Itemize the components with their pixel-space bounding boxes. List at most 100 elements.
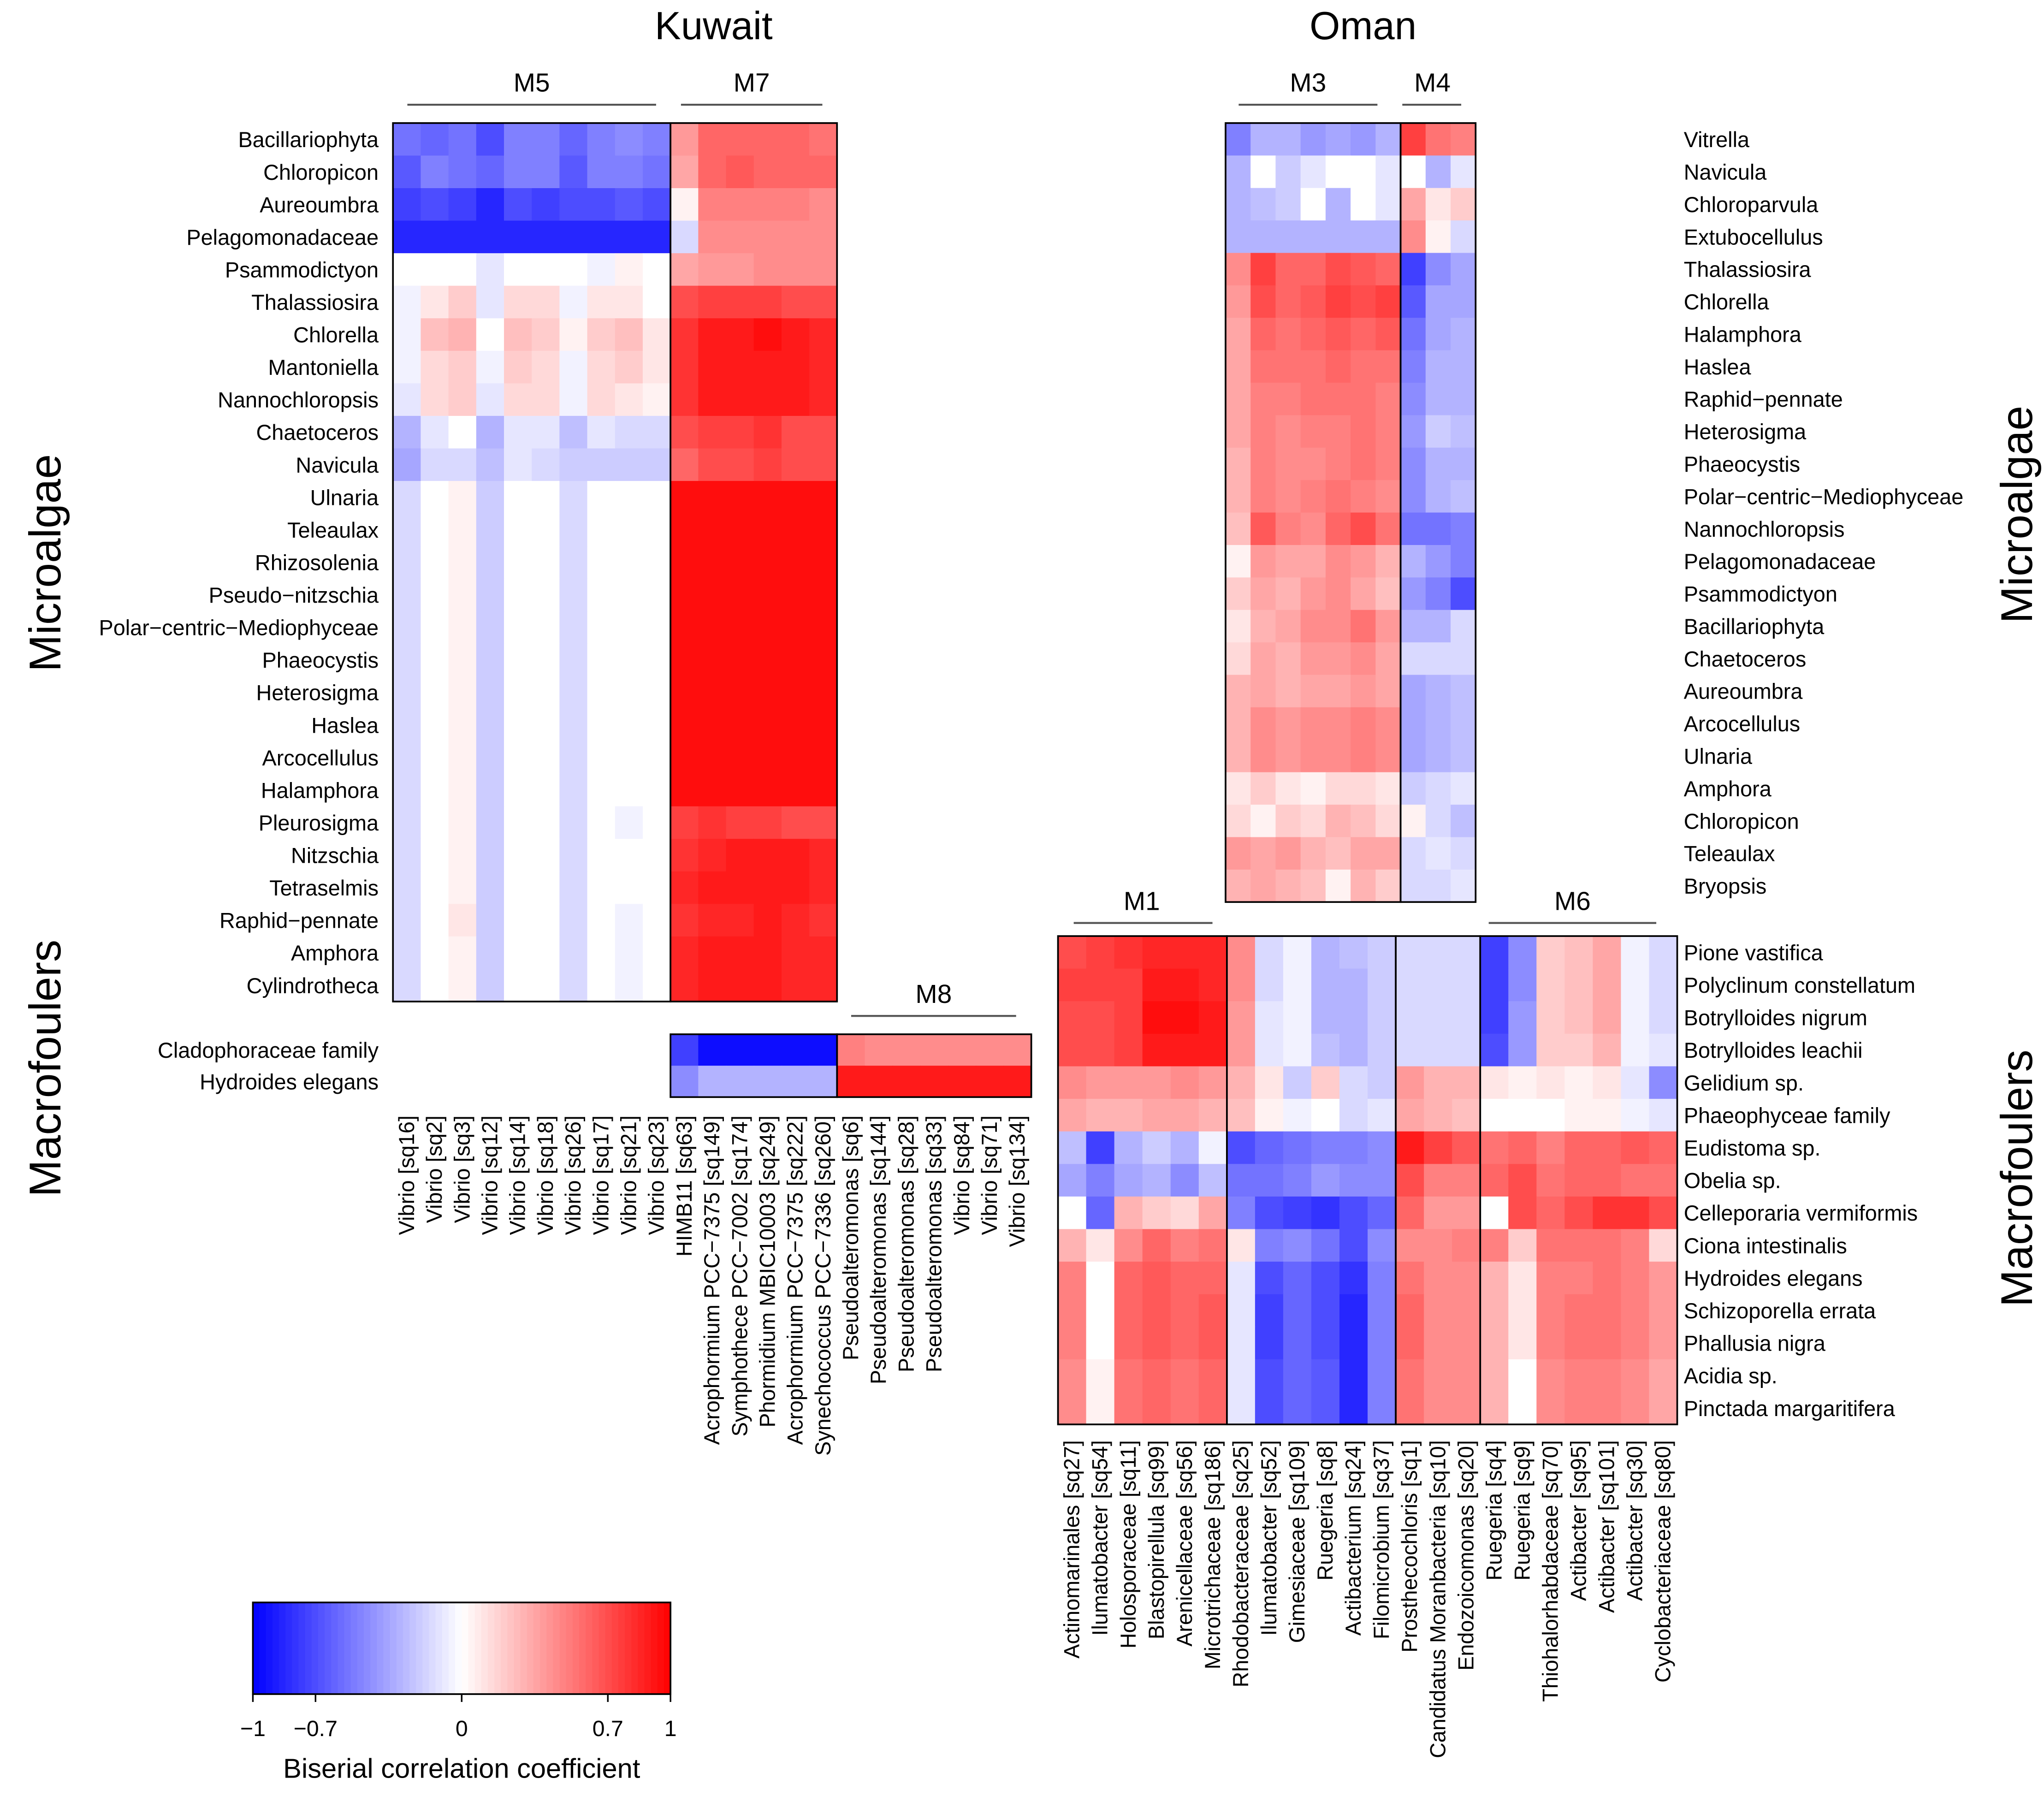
- row-label: Rhizosolenia: [255, 551, 379, 575]
- heatmap-cell: [1283, 1262, 1312, 1295]
- heatmap-cell: [670, 839, 699, 872]
- heatmap-cell: [1424, 1001, 1453, 1034]
- heatmap-cell: [726, 220, 754, 254]
- heatmap-cell: [1425, 383, 1451, 416]
- heatmap-cell: [726, 969, 754, 1002]
- heatmap-cell: [1058, 1099, 1087, 1132]
- column-label: Vibrio [sq84]: [950, 1115, 974, 1235]
- heatmap-cell: [1593, 1229, 1622, 1262]
- column-label: Vibrio [sq12]: [478, 1115, 502, 1235]
- heatmap-cell: [1375, 123, 1401, 156]
- colorbar-swatch: [266, 1602, 273, 1694]
- heatmap-cell: [1255, 1196, 1284, 1230]
- heatmap-cell: [1300, 253, 1326, 286]
- heatmap-cell: [1250, 837, 1276, 870]
- heatmap-cell: [504, 188, 533, 221]
- heatmap-cell: [1480, 1359, 1509, 1393]
- heatmap-cell: [1375, 220, 1401, 254]
- heatmap-cell: [642, 188, 671, 221]
- row-label: Bryopsis: [1684, 874, 1767, 898]
- colorbar-swatch: [455, 1602, 462, 1694]
- heatmap-cell: [642, 155, 671, 189]
- row-label: Bacillariophyta: [1684, 615, 1825, 639]
- colorbar-swatch: [559, 1602, 567, 1694]
- row-label: Psammodictyon: [225, 258, 379, 282]
- heatmap-cell: [670, 871, 699, 905]
- heatmap-cell: [1275, 642, 1301, 676]
- heatmap-cell: [421, 220, 449, 254]
- heatmap-cell: [1351, 123, 1376, 156]
- heatmap-cell: [1142, 936, 1171, 969]
- heatmap-cell: [809, 839, 838, 872]
- heatmap-cell: [1226, 1262, 1256, 1295]
- heatmap-cell: [393, 253, 421, 286]
- colorbar-swatch: [572, 1602, 580, 1694]
- heatmap-cell: [698, 253, 727, 286]
- heatmap-cell: [642, 513, 671, 547]
- heatmap-cell: [670, 123, 699, 156]
- heatmap-cell: [753, 253, 782, 286]
- heatmap-cell: [504, 253, 533, 286]
- module-label-m3: M3: [1290, 69, 1326, 98]
- heatmap-cell: [948, 1066, 977, 1098]
- colorbar-swatch: [409, 1602, 417, 1694]
- heatmap-cell: [1368, 1392, 1396, 1425]
- heatmap-cell: [532, 350, 560, 384]
- heatmap-cell: [781, 936, 810, 970]
- heatmap-cell: [726, 123, 754, 156]
- heatmap-cell: [698, 969, 727, 1002]
- heatmap-cell: [753, 839, 782, 872]
- heatmap-cell: [1649, 1001, 1678, 1034]
- heatmap-cell: [1226, 318, 1251, 351]
- colorbar-swatch: [279, 1602, 286, 1694]
- heatmap-cell: [1339, 936, 1368, 969]
- heatmap-cell: [1283, 936, 1312, 969]
- heatmap-cell: [1250, 772, 1276, 805]
- heatmap-cell: [1339, 1327, 1368, 1360]
- heatmap-cell: [1226, 1164, 1256, 1197]
- heatmap-cell: [1300, 220, 1326, 254]
- heatmap-cell: [448, 415, 477, 449]
- heatmap-cell: [809, 708, 838, 742]
- colorbar-swatch: [403, 1602, 410, 1694]
- heatmap-cell: [1275, 707, 1301, 741]
- heatmap-cell: [504, 806, 533, 840]
- heatmap-cell: [1480, 1392, 1509, 1425]
- heatmap-cell: [1424, 1229, 1453, 1262]
- heatmap-cell: [1400, 383, 1426, 416]
- heatmap-cell: [1351, 610, 1376, 643]
- heatmap-cell: [809, 774, 838, 807]
- heatmap-cell: [393, 708, 421, 742]
- heatmap-cell: [559, 415, 588, 449]
- heatmap-cell: [753, 904, 782, 937]
- heatmap-cell: [1300, 350, 1326, 383]
- heatmap-cell: [1593, 968, 1622, 1002]
- heatmap-cell: [587, 155, 616, 189]
- heatmap-cell: [1564, 1033, 1594, 1067]
- row-label: Chlorella: [1684, 290, 1770, 314]
- heatmap-cell: [1300, 188, 1326, 221]
- heatmap-cell: [1226, 740, 1251, 773]
- heatmap-cell: [1311, 1196, 1340, 1230]
- colorbar-swatch: [253, 1602, 260, 1694]
- colorbar-swatch: [579, 1602, 587, 1694]
- heatmap-cell: [726, 611, 754, 644]
- heatmap-cell: [1480, 1066, 1509, 1099]
- heatmap-cell: [1170, 1131, 1199, 1165]
- heatmap-cell: [1621, 1359, 1650, 1393]
- heatmap-cell: [1368, 1033, 1396, 1067]
- heatmap-cell: [1275, 610, 1301, 643]
- heatmap-cell: [1593, 1327, 1622, 1360]
- heatmap-cell: [504, 676, 533, 709]
- heatmap-cell: [1198, 1099, 1227, 1132]
- heatmap-cell: [1451, 740, 1476, 773]
- heatmap-cell: [1621, 1262, 1650, 1295]
- heatmap-cell: [1114, 1262, 1143, 1295]
- heatmap-cell: [1564, 1392, 1594, 1425]
- heatmap-cell: [1375, 772, 1401, 805]
- heatmap-cell: [670, 578, 699, 612]
- heatmap-cell: [753, 643, 782, 677]
- heatmap-cell: [976, 1034, 1004, 1066]
- column-label: Ilumatobacter [sq52]: [1257, 1440, 1281, 1636]
- column-label: Holosporaceae [sq11]: [1116, 1440, 1140, 1648]
